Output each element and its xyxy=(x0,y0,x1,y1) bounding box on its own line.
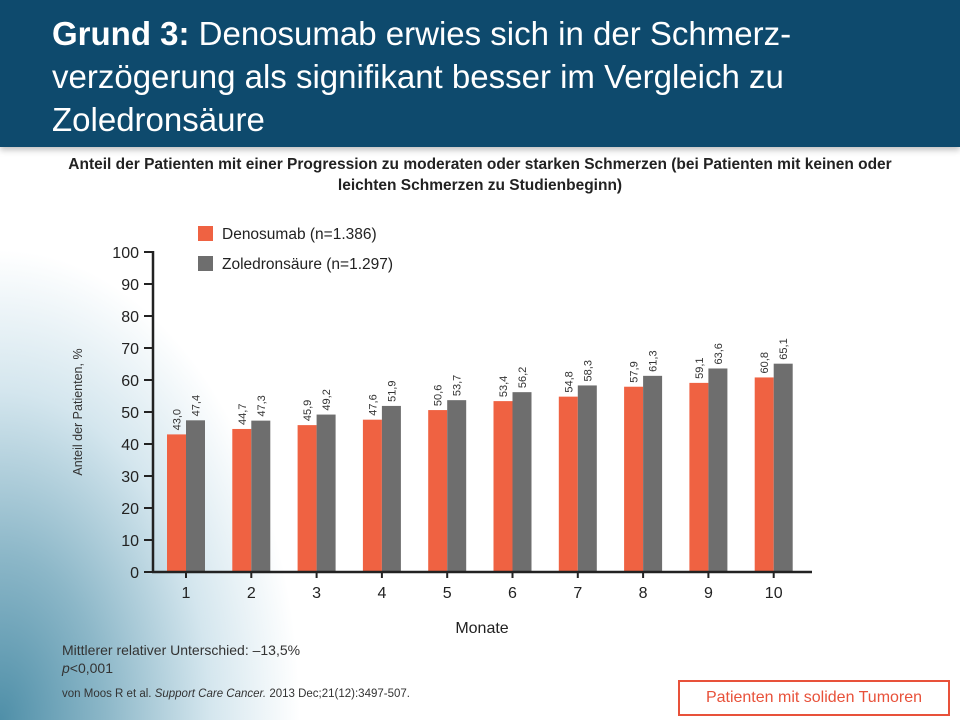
data-label: 54,8 xyxy=(563,371,575,392)
citation-authors: von Moos R et al. xyxy=(62,688,155,700)
data-label: 45,9 xyxy=(302,400,314,421)
bar-zoledronsaeure xyxy=(643,375,663,572)
bar-zoledronsaeure xyxy=(447,400,467,572)
bar-zoledronsaeure xyxy=(708,368,728,572)
legend-swatch-zoledronsaeure xyxy=(198,256,213,271)
data-label: 61,3 xyxy=(648,350,660,371)
bar-denosumab xyxy=(167,434,186,572)
data-label: 53,4 xyxy=(498,376,510,397)
chart-title: Anteil der Patienten mit einer Progressi… xyxy=(68,156,892,194)
bar-zoledronsaeure xyxy=(577,385,597,572)
bar-zoledronsaeure xyxy=(512,392,532,572)
y-tick-label: 30 xyxy=(121,469,139,486)
page-title-bold: Grund 3: xyxy=(52,15,190,52)
y-axis-title: Anteil der Patienten, % xyxy=(71,348,85,475)
data-label: 47,3 xyxy=(256,395,268,416)
x-tick-label: 4 xyxy=(377,585,386,602)
x-tick-label: 8 xyxy=(639,585,648,602)
y-tick-label: 60 xyxy=(121,373,139,390)
legend-swatch-denosumab xyxy=(198,226,213,241)
legend-label-denosumab: Denosumab (n=1.386) xyxy=(222,226,377,243)
y-tick-label: 70 xyxy=(121,341,139,358)
y-tick-label: 10 xyxy=(121,533,139,550)
bar-zoledronsaeure xyxy=(316,414,336,572)
y-tick-label: 90 xyxy=(121,277,139,294)
x-tick-label: 9 xyxy=(704,585,713,602)
citation-journal: Support Care Cancer. xyxy=(154,688,267,700)
x-tick-label: 10 xyxy=(765,585,783,602)
p-value-rest: <0,001 xyxy=(69,660,114,676)
bar-chart: 0 10 20 30 40 50 60 70 80 90 100 43,0 47,4 1 44,7 47,3 2… xyxy=(71,226,812,637)
header-bar: Grund 3: Denosumab erwies sich in der Sc… xyxy=(0,0,960,147)
bar-zoledronsaeure xyxy=(381,405,401,572)
bar-denosumab xyxy=(624,386,644,572)
x-tick-label: 6 xyxy=(508,585,517,602)
y-tick-label: 100 xyxy=(112,245,139,262)
y-tick-label: 50 xyxy=(121,405,139,422)
x-tick-label: 7 xyxy=(573,585,582,602)
x-tick-label: 3 xyxy=(312,585,321,602)
bar-denosumab xyxy=(754,377,774,572)
page-title: Grund 3: Denosumab erwies sich in der Sc… xyxy=(52,12,932,141)
bar-denosumab xyxy=(689,382,709,572)
bar-denosumab xyxy=(297,425,317,572)
y-tick-label: 20 xyxy=(121,501,139,518)
bar-denosumab xyxy=(362,419,382,572)
data-label: 53,7 xyxy=(452,375,464,396)
page-title-rest: Denosumab erwies sich in der Schmerz-ver… xyxy=(52,15,792,138)
data-label: 47,6 xyxy=(367,394,379,415)
y-tick-label: 40 xyxy=(121,437,139,454)
bar-denosumab xyxy=(493,401,513,572)
data-label: 49,2 xyxy=(321,389,333,410)
patient-group-badge: Patienten mit soliden Tumoren xyxy=(678,680,950,716)
data-label: 59,1 xyxy=(694,357,706,378)
data-label: 60,8 xyxy=(759,352,771,373)
data-label: 56,2 xyxy=(517,367,529,388)
mean-difference-note: Mittlerer relativer Unterschied: –13,5% xyxy=(62,642,301,658)
y-tick-label: 80 xyxy=(121,309,139,326)
y-tick-label: 0 xyxy=(130,565,139,582)
data-label: 44,7 xyxy=(237,404,249,425)
x-tick-label: 2 xyxy=(247,585,256,602)
citation-details: 2013 Dec;21(12):3497-507. xyxy=(266,688,410,700)
data-label: 50,6 xyxy=(433,385,445,406)
bar-zoledronsaeure xyxy=(186,420,205,572)
p-value-note: p<0,001 xyxy=(62,659,113,677)
bar-zoledronsaeure xyxy=(773,363,793,572)
x-tick-label: 5 xyxy=(443,585,452,602)
bar-denosumab xyxy=(558,396,578,572)
data-label: 51,9 xyxy=(386,380,398,401)
data-label: 43,0 xyxy=(172,409,184,430)
data-label: 47,4 xyxy=(191,395,203,416)
data-label: 57,9 xyxy=(629,361,641,382)
data-label: 58,3 xyxy=(582,360,594,381)
x-axis-title: Monate xyxy=(455,620,508,637)
p-value-italic: p xyxy=(62,660,70,676)
bar-denosumab xyxy=(232,428,252,572)
bar-denosumab xyxy=(428,410,448,572)
legend-label-zoledronsaeure: Zoledronsäure (n=1.297) xyxy=(222,256,393,273)
x-tick-label: 1 xyxy=(182,585,191,602)
data-label: 65,1 xyxy=(778,338,790,359)
citation: von Moos R et al. Support Care Cancer. 2… xyxy=(62,688,410,700)
data-label: 63,6 xyxy=(713,343,725,364)
bar-zoledronsaeure xyxy=(251,420,271,572)
